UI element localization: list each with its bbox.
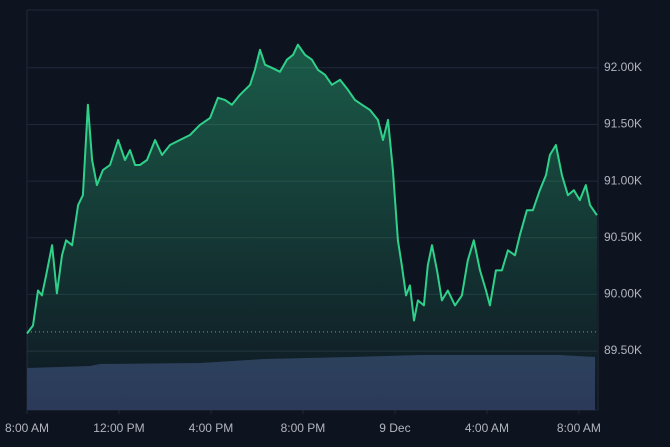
y-tick-label: 92.00K (604, 60, 642, 74)
x-tick-label: 8:00 AM (557, 421, 601, 435)
x-tick-label: 4:00 AM (465, 421, 509, 435)
y-tick-label: 91.50K (604, 117, 642, 131)
y-tick-label: 91.00K (604, 173, 642, 187)
x-tick-label: 8:00 PM (281, 421, 326, 435)
price-line (26, 43, 598, 335)
x-tick-label: 8:00 AM (5, 421, 49, 435)
area-fill (27, 44, 597, 410)
y-tick-label: 90.00K (604, 287, 642, 301)
y-tick-label: 90.50K (604, 230, 642, 244)
x-tick-label: 4:00 PM (189, 421, 234, 435)
x-tick-label: 12:00 PM (93, 421, 144, 435)
y-tick-label: 89.50K (604, 343, 642, 357)
x-tick-label: 9 Dec (379, 421, 410, 435)
